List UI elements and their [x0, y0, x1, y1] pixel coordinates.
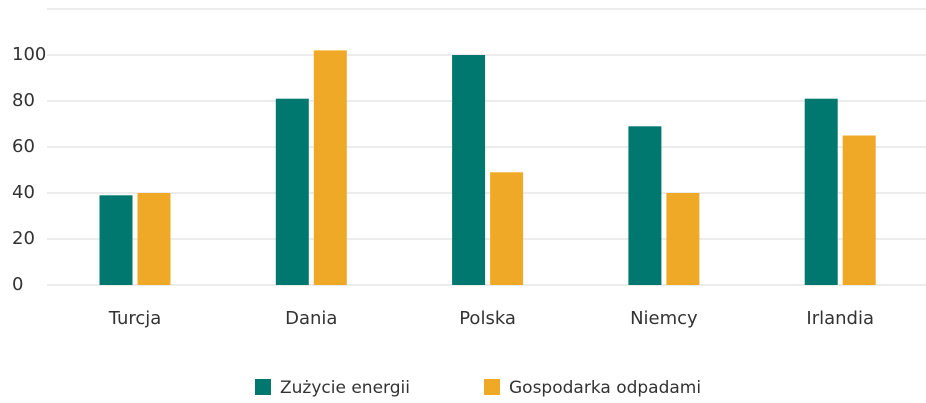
- y-tick-label: 20: [12, 228, 35, 249]
- x-tick-label: Irlandia: [806, 308, 874, 329]
- bar: [842, 135, 876, 285]
- bar: [137, 193, 171, 285]
- y-tick-label: 0: [12, 274, 23, 295]
- bar: [99, 195, 133, 285]
- legend-swatch: [484, 379, 500, 395]
- x-tick-label: Dania: [285, 308, 337, 329]
- bar: [313, 50, 347, 286]
- legend-label: Gospodarka odpadami: [509, 378, 701, 398]
- bar: [804, 98, 838, 285]
- bar: [628, 126, 662, 285]
- y-tick-label: 100: [12, 44, 46, 65]
- y-tick-label: 80: [12, 90, 35, 111]
- y-tick-label: 40: [12, 182, 35, 203]
- y-tick-label: 60: [12, 136, 35, 157]
- x-tick-label: Turcja: [108, 308, 162, 329]
- bar: [666, 193, 700, 285]
- x-tick-label: Polska: [459, 308, 516, 329]
- bar: [452, 55, 486, 285]
- bar: [275, 98, 309, 285]
- x-tick-label: Niemcy: [630, 308, 698, 329]
- bar: [490, 172, 524, 285]
- legend-label: Zużycie energii: [280, 378, 410, 398]
- legend-swatch: [255, 379, 271, 395]
